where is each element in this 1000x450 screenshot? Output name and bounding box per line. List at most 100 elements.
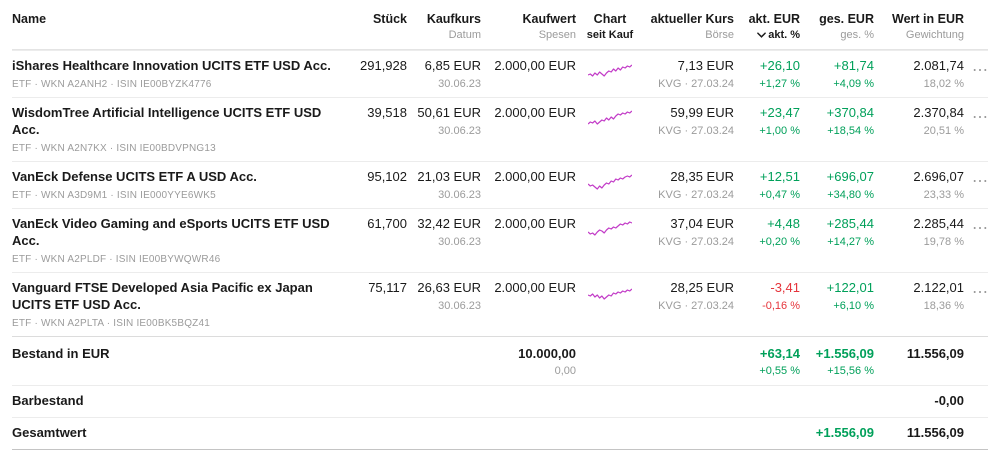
kurs-cell: 37,04 EUR KVG · 27.03.24 xyxy=(658,216,734,248)
ges-eur-cell: +285,44 +14,27 % xyxy=(826,216,874,248)
akt-eur-cell: +26,10 +1,27 % xyxy=(759,58,800,91)
kaufwert-cell: 2.000,00 EUR xyxy=(494,105,576,121)
kurs-cell: 28,35 EUR KVG · 27.03.24 xyxy=(658,169,734,201)
kurs-cell: 7,13 EUR KVG · 27.03.24 xyxy=(658,58,734,91)
kaufwert-cell: 2.000,00 EUR xyxy=(494,169,576,185)
kaufkurs-cell: 26,63 EUR 30.06.23 xyxy=(417,279,481,312)
menu-cell: ⋯ xyxy=(964,209,988,245)
gesamtwert-ges-cell: +1.556,09 xyxy=(815,425,874,441)
bestand-kaufwert-cell: 10.000,00 0,00 xyxy=(518,345,576,378)
column-header-aktueller-kurs[interactable]: aktueller Kurs Börse xyxy=(650,12,734,42)
bestand-ges-cell: +1.556,09 +15,56 % xyxy=(815,345,874,378)
table-row[interactable]: iShares Healthcare Innovation UCITS ETF … xyxy=(12,50,988,97)
column-header-ges-eur[interactable]: ges. EUR ges. % xyxy=(819,12,874,42)
kaufkurs-cell: 21,03 EUR 30.06.23 xyxy=(417,169,481,201)
ges-eur-cell: +370,84 +18,54 % xyxy=(826,105,874,138)
wert-cell: 2.696,07 23,33 % xyxy=(913,169,964,201)
ges-eur-cell: +696,07 +34,80 % xyxy=(826,169,874,201)
chart-cell xyxy=(576,209,636,253)
kaufkurs-cell: 50,61 EUR 30.06.23 xyxy=(417,105,481,138)
row-menu-button[interactable]: ⋯ xyxy=(972,283,989,301)
kaufkurs-cell: 32,42 EUR 30.06.23 xyxy=(417,216,481,248)
bestand-wert-cell: 11.556,09 xyxy=(906,345,964,361)
sparkline-chart xyxy=(587,172,633,199)
column-header-menu xyxy=(964,4,988,18)
barbestand-label-cell: Barbestand xyxy=(12,393,84,409)
kaufwert-cell: 2.000,00 EUR xyxy=(494,279,576,295)
ges-eur-cell: +81,74 +4,09 % xyxy=(833,58,874,91)
bestand-akt-cell: +63,14 +0,55 % xyxy=(759,345,800,378)
kurs-cell: 28,25 EUR KVG · 27.03.24 xyxy=(658,279,734,312)
column-header-kaufwert[interactable]: Kaufwert Spesen xyxy=(522,12,576,42)
kaufwert-cell: 2.000,00 EUR xyxy=(494,216,576,231)
name-cell: iShares Healthcare Innovation UCITS ETF … xyxy=(12,51,345,97)
chevron-down-icon xyxy=(757,32,767,39)
kurs-cell: 59,99 EUR KVG · 27.03.24 xyxy=(658,105,734,138)
row-menu-button[interactable]: ⋯ xyxy=(972,62,989,80)
chart-cell xyxy=(576,273,636,317)
row-menu-button[interactable]: ⋯ xyxy=(972,220,989,237)
column-header-chart[interactable]: Chart seit Kauf xyxy=(586,12,634,42)
table-header: Name Stück Kaufkurs Datum Kaufwert Spese… xyxy=(12,0,988,51)
stueck-cell: 61,700 xyxy=(367,216,407,231)
column-header-akt-eur[interactable]: akt. EUR akt. % xyxy=(748,12,800,42)
instrument-meta: ETF · WKN A2PLTA · ISIN IE00BK5BQZ41 xyxy=(12,317,211,329)
instrument-name-link[interactable]: WisdomTree Artificial Intelligence UCITS… xyxy=(12,105,322,138)
name-cell: VanEck Video Gaming and eSports UCITS ET… xyxy=(12,209,345,272)
wert-cell: 2.370,84 20,51 % xyxy=(913,105,964,138)
chart-cell xyxy=(576,51,636,95)
instrument-meta: ETF · WKN A3D9M1 · ISIN IE000YYE6WK5 xyxy=(12,190,216,201)
bestand-label-cell: Bestand in EUR xyxy=(12,345,110,361)
akt-eur-cell: -3,41 -0,16 % xyxy=(762,279,800,312)
summary-row-gesamtwert: Gesamtwert +1.556,09 11.556,09 xyxy=(12,417,988,450)
stueck-cell: 75,117 xyxy=(368,279,407,295)
stueck-cell: 39,518 xyxy=(367,105,407,121)
akt-eur-cell: +23,47 +1,00 % xyxy=(759,105,800,138)
table-row[interactable]: VanEck Defense UCITS ETF A USD Acc. ETF … xyxy=(12,161,988,208)
table-row[interactable]: WisdomTree Artificial Intelligence UCITS… xyxy=(12,97,988,161)
row-menu-button[interactable]: ⋯ xyxy=(972,173,989,191)
instrument-meta: ETF · WKN A2ANH2 · ISIN IE00BYZK4776 xyxy=(12,79,212,91)
gesamtwert-label-cell: Gesamtwert xyxy=(12,425,87,441)
instrument-name-link[interactable]: VanEck Defense UCITS ETF A USD Acc. xyxy=(12,169,257,185)
chart-cell xyxy=(576,98,636,142)
summary-row-barbestand: Barbestand -0,00 xyxy=(12,385,988,417)
chart-cell xyxy=(576,162,636,206)
wert-cell: 2.285,44 19,78 % xyxy=(913,216,964,248)
barbestand-wert-cell: -0,00 xyxy=(934,393,964,409)
gesamtwert-wert-cell: 11.556,09 xyxy=(906,425,964,441)
kaufkurs-cell: 6,85 EUR 30.06.23 xyxy=(424,58,481,91)
summary-row-bestand: Bestand in EUR 10.000,00 0,00 +63,14 +0,55… xyxy=(12,335,988,386)
stueck-cell: 291,928 xyxy=(360,58,407,74)
ges-eur-cell: +122,01 +6,10 % xyxy=(826,279,874,312)
akt-eur-cell: +12,51 +0,47 % xyxy=(759,169,800,201)
instrument-meta: ETF · WKN A2N7KX · ISIN IE00BDVPNG13 xyxy=(12,143,216,155)
sparkline-chart xyxy=(587,61,633,88)
menu-cell: ⋯ xyxy=(964,98,988,134)
name-cell: Vanguard FTSE Developed Asia Pacific ex … xyxy=(12,273,345,336)
menu-cell: ⋯ xyxy=(964,51,988,87)
row-menu-button[interactable]: ⋯ xyxy=(972,109,989,127)
wert-cell: 2.081,74 18,02 % xyxy=(913,58,964,91)
kaufwert-cell: 2.000,00 EUR xyxy=(494,58,576,74)
name-cell: VanEck Defense UCITS ETF A USD Acc. ETF … xyxy=(12,162,345,208)
table-row[interactable]: Vanguard FTSE Developed Asia Pacific ex … xyxy=(12,271,988,336)
name-cell: WisdomTree Artificial Intelligence UCITS… xyxy=(12,98,345,161)
wert-cell: 2.122,01 18,36 % xyxy=(913,279,964,312)
sparkline-chart xyxy=(587,219,633,246)
column-header-wert[interactable]: Wert in EUR Gewichtung xyxy=(892,12,964,42)
menu-cell: ⋯ xyxy=(964,162,988,198)
instrument-name-link[interactable]: Vanguard FTSE Developed Asia Pacific ex … xyxy=(12,279,313,312)
menu-cell: ⋯ xyxy=(964,273,988,309)
instrument-name-link[interactable]: VanEck Video Gaming and eSports UCITS ET… xyxy=(12,216,330,248)
instrument-meta: ETF · WKN A2PLDF · ISIN IE00BYWQWR46 xyxy=(12,253,221,265)
table-row[interactable]: VanEck Video Gaming and eSports UCITS ET… xyxy=(12,208,988,272)
sparkline-chart xyxy=(587,108,633,135)
sparkline-chart xyxy=(587,283,633,310)
column-header-name[interactable]: Name xyxy=(12,12,47,26)
column-header-stueck[interactable]: Stück xyxy=(372,12,407,26)
column-header-kaufkurs[interactable]: Kaufkurs Datum xyxy=(426,12,481,42)
stueck-cell: 95,102 xyxy=(367,169,407,185)
instrument-name-link[interactable]: iShares Healthcare Innovation UCITS ETF … xyxy=(12,58,331,74)
